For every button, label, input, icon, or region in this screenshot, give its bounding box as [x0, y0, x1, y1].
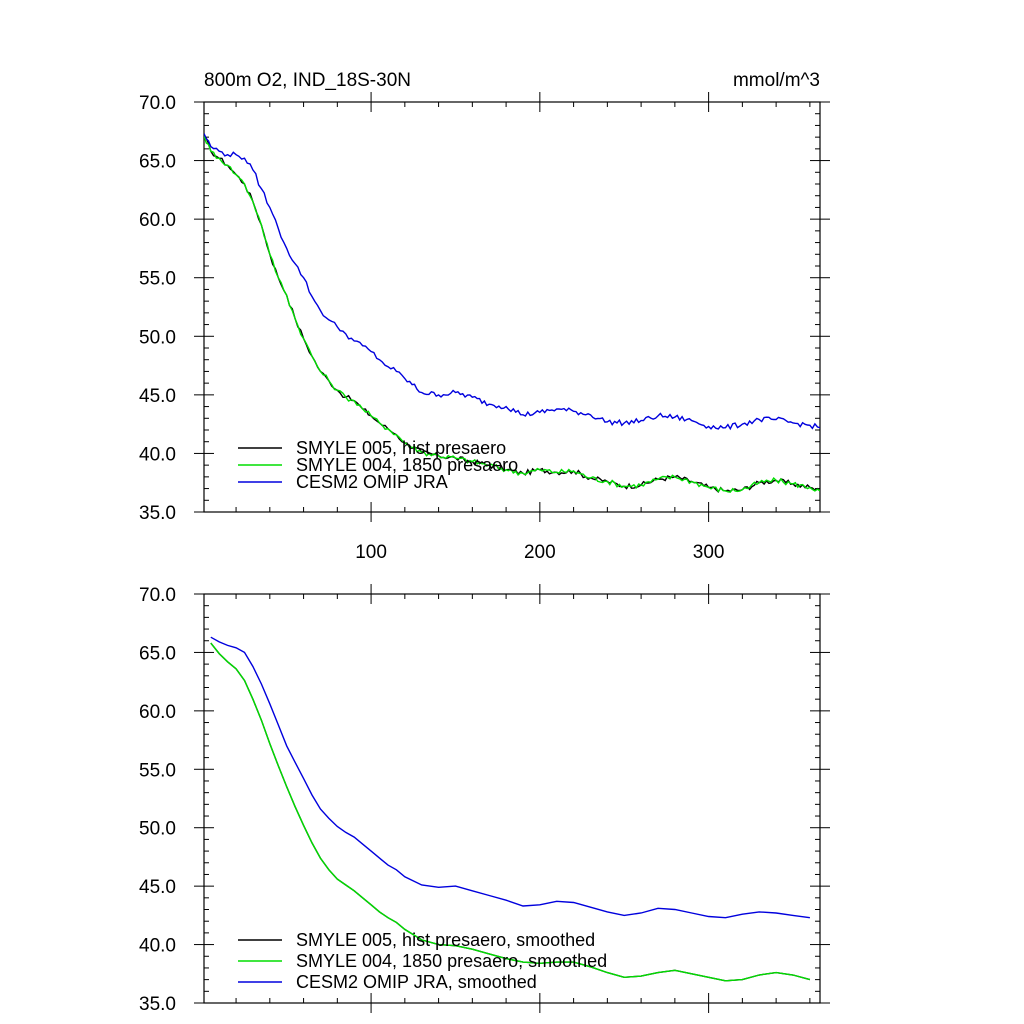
plot-area-bottom: 35.0 40.0 45.0 50.0 55.0 60.0 65.0 70.0 SMYLE 00…: [139, 584, 830, 1015]
x-tick-label: 100: [355, 542, 387, 563]
y-tick-label: 70.0: [139, 93, 176, 114]
bottom-panel: 35.0 40.0 45.0 50.0 55.0 60.0 65.0 70.0 SMYLE 00…: [139, 584, 830, 1015]
y-tick-label: 45.0: [139, 386, 176, 407]
y-tick-label: 65.0: [139, 643, 176, 664]
y-tick-label: 40.0: [139, 444, 176, 465]
y-tick-label: 45.0: [139, 877, 176, 898]
series-line: [210, 642, 811, 982]
y-tick-label: 50.0: [139, 819, 176, 840]
legend-label: SMYLE 004, 1850 presaero: [296, 455, 518, 475]
series-line: [204, 133, 820, 431]
y-tick-label: 55.0: [139, 760, 176, 781]
plot-area-top: 100 200 300 35.0 40.0 45.0 50.0 55.0 60.0 65.0 70.…: [139, 92, 830, 563]
y-tick-label: 60.0: [139, 702, 176, 723]
y-tick-label: 70.0: [139, 585, 176, 606]
chart-title: 800m O2, IND_18S-30N: [204, 70, 411, 91]
y-tick-label: 50.0: [139, 327, 176, 348]
x-tick-label: 200: [524, 542, 556, 563]
y-tick-label: 55.0: [139, 269, 176, 290]
series-line: [204, 135, 820, 493]
y-tick-label: 35.0: [139, 994, 176, 1015]
plot-frame: [203, 593, 821, 1004]
y-tick-label: 35.0: [139, 503, 176, 524]
legend-label: CESM2 OMIP JRA, smoothed: [296, 972, 537, 992]
plot-frame: [203, 101, 821, 513]
y-tick-label: 60.0: [139, 210, 176, 231]
legend-label: SMYLE 004, 1850 presaero, smoothed: [296, 951, 607, 971]
legend-label: SMYLE 005, hist presaero: [296, 438, 506, 458]
y-tick-label: 40.0: [139, 936, 176, 957]
top-panel: 800m O2, IND_18S-30N mmol/m^3 100 200 300 3…: [139, 70, 830, 563]
series-line: [210, 636, 810, 919]
chart-units: mmol/m^3: [733, 70, 820, 91]
legend-label: CESM2 OMIP JRA: [296, 472, 448, 492]
x-tick-label: 300: [693, 542, 725, 563]
legend-label: SMYLE 005, hist presaero, smoothed: [296, 930, 595, 950]
y-tick-label: 65.0: [139, 152, 176, 173]
